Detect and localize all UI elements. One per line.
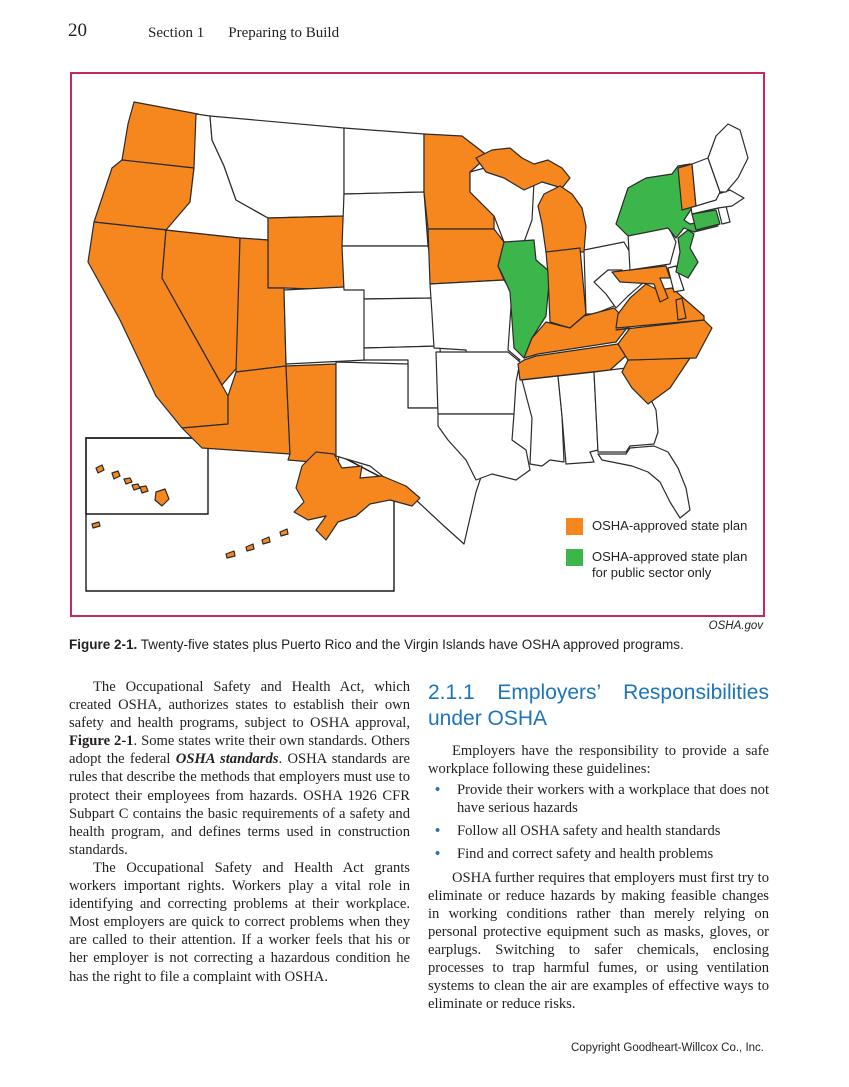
states-group (87, 101, 749, 559)
state-FL (597, 445, 691, 519)
state-NH (691, 157, 721, 207)
state-AR (435, 351, 521, 415)
figure-2-1-map-box: OSHA-approved state plan OSHA-approved s… (70, 72, 765, 617)
legend-swatch-green (566, 549, 583, 566)
state-AK (91, 521, 101, 529)
state-AK (261, 536, 271, 545)
state-NY (615, 163, 719, 239)
state-AK (293, 451, 421, 541)
state-HI (111, 470, 121, 480)
state-ME (707, 123, 749, 193)
running-head: Section 1 Preparing to Build (148, 25, 339, 42)
guideline-text: Provide their workers with a workplace t… (457, 782, 769, 817)
legend-row-state-plan: OSHA-approved state plan (566, 518, 763, 535)
state-DE (667, 265, 685, 293)
section-title: Preparing to Build (228, 25, 340, 41)
state-ND (343, 127, 425, 195)
figure-caption-text: Twenty-five states plus Puerto Rico and … (137, 637, 684, 652)
state-HI (154, 488, 170, 507)
state-NJ (675, 229, 699, 279)
guideline-text: Follow all OSHA safety and health standa… (457, 823, 721, 840)
state-SD (341, 191, 429, 247)
text-run: OSHA standards (175, 751, 279, 768)
state-MS (521, 375, 565, 467)
guideline-item: • Follow all OSHA safety and health stand… (428, 822, 769, 840)
legend-label-state-plan: OSHA-approved state plan (592, 518, 748, 533)
text-run: The Occupational Safety and Health Act, … (69, 679, 410, 732)
state-CO (283, 285, 367, 365)
state-TX (335, 361, 485, 545)
legend-swatch-orange (566, 518, 583, 535)
copyright-notice: Copyright Goodheart-Willcox Co., Inc. (570, 1042, 764, 1054)
figure-attribution: OSHA.gov (708, 620, 763, 632)
state-AK (279, 528, 289, 537)
figure-caption-label: Figure 2-1. (69, 637, 138, 652)
state-VA (675, 297, 687, 321)
figure-caption: Figure 2-1. Twenty-five states plus Puer… (69, 637, 765, 652)
state-LA (437, 413, 531, 481)
page-number: 20 (68, 20, 87, 41)
legend-row-public-sector: OSHA-approved state plan for public sect… (566, 549, 763, 581)
state-WY (267, 215, 345, 291)
guideline-item: • Find and correct safety and health prob… (428, 845, 769, 863)
left-column: The Occupational Safety and Health Act, … (69, 678, 410, 986)
text-run: The Occupational Safety and Health Act g… (69, 859, 410, 985)
state-MI (475, 147, 571, 191)
right-column: 2.1.1 Employers’ Responsibilities under … (428, 678, 769, 1013)
state-HI (131, 483, 141, 491)
state-HI (95, 464, 105, 474)
map-legend: OSHA-approved state plan OSHA-approved s… (566, 518, 763, 595)
guideline-text: Find and correct safety and health probl… (457, 846, 714, 863)
state-MD (611, 265, 671, 303)
paragraph: OSHA further requires that employers mus… (428, 869, 769, 1013)
state-HI (139, 485, 149, 494)
state-CT (691, 209, 721, 231)
state-IA (427, 228, 505, 285)
guidelines-bullet-list: • Provide their workers with a workplace … (428, 781, 769, 863)
paragraph: The Occupational Safety and Health Act, … (69, 678, 410, 859)
bullet-icon: • (435, 846, 441, 863)
legend-label-public-sector: OSHA-approved state plan for public sect… (592, 549, 748, 580)
intro-paragraph: Employers have the responsibility to pro… (428, 743, 769, 778)
hawaii-inset-box (85, 437, 209, 515)
section-label: Section 1 (148, 25, 205, 41)
state-KS (363, 297, 439, 349)
section-heading: 2.1.1 Employers’ Responsibilities under … (428, 681, 769, 730)
text-run: . Some states write their own standards.… (69, 733, 410, 768)
paragraph: The Occupational Safety and Health Act g… (69, 859, 410, 986)
text-run: . OSHA standards are rules that describe… (69, 751, 410, 858)
state-MI (537, 185, 587, 253)
us-map (85, 101, 749, 592)
state-AK (245, 543, 255, 552)
text-run: Figure 2-1 (69, 733, 134, 750)
state-HI (123, 477, 133, 485)
guideline-item: • Provide their workers with a workplace … (428, 781, 769, 817)
state-NC (615, 319, 713, 361)
state-IN (545, 247, 587, 329)
state-WA (121, 101, 199, 169)
bullet-icon: • (435, 782, 441, 799)
state-AK (225, 550, 236, 559)
bullet-icon: • (435, 823, 441, 840)
state-NM (285, 363, 337, 463)
